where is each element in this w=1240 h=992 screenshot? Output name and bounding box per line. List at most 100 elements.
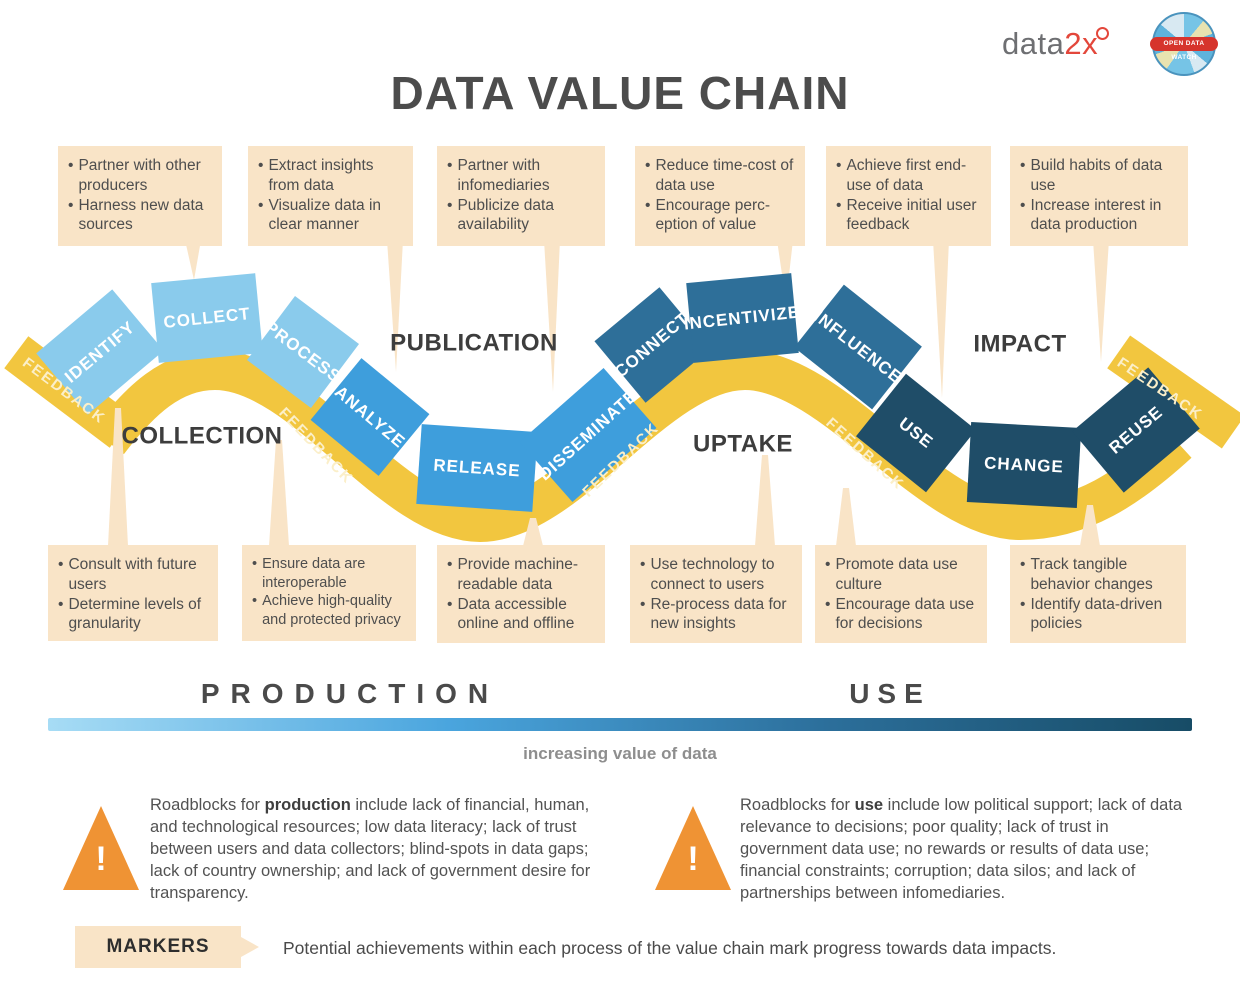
callout-bullet: Track tangible behavior changes	[1030, 556, 1153, 593]
segment-connect	[594, 287, 711, 403]
page-title: DATA VALUE CHAIN	[390, 67, 850, 119]
data2x-logo: data2x	[1002, 26, 1110, 62]
bullet-dot: •	[1020, 157, 1026, 174]
callout-bullet: Build habits of data use	[1030, 157, 1163, 194]
segment-reuse	[1072, 367, 1200, 493]
data2x-logo-gray: data	[1002, 26, 1065, 61]
connector-stem	[269, 440, 289, 546]
production-label: PRODUCTION	[200, 678, 500, 709]
bullet-dot: •	[1020, 556, 1026, 573]
callout-bullet: Encourage perc-eption of value	[655, 196, 771, 234]
warning-icon: !	[655, 806, 731, 890]
bullet-dot: •	[252, 556, 258, 572]
value-gradient-bar	[48, 718, 1192, 731]
roadblock-rest: include lack of financial, human, and te…	[150, 796, 591, 902]
callout-bullet: Publicize data availability	[457, 196, 554, 234]
callout-bullet: Use technology to connect to users	[650, 556, 775, 593]
callout-top-use: • Achieve first end-use of data • Receive …	[826, 146, 991, 246]
warning-icon: !	[63, 806, 139, 890]
bullet-dot: •	[447, 556, 453, 573]
callout-bottom-process: • Ensure data are interoperable • Achieve …	[242, 545, 416, 641]
stage-label-uptake: UPTAKE	[693, 431, 793, 458]
callout-bottom-identify: • Consult with future users • Determine le…	[48, 545, 218, 641]
segment-identify	[36, 289, 164, 415]
bullet-dot: •	[836, 196, 842, 214]
connector-stem	[933, 240, 949, 398]
callout-bullet: Ensure data are interoperable	[262, 556, 366, 591]
callout-bullet: Provide machine-readable data	[457, 556, 579, 593]
segment-influence	[794, 284, 922, 410]
segment-change	[966, 422, 1082, 508]
markers-pointer-icon	[241, 937, 259, 957]
bullet-dot: •	[1020, 196, 1026, 214]
bullet-dot: •	[258, 157, 264, 174]
bullet-dot: •	[447, 157, 453, 174]
bullet-dot: •	[640, 595, 646, 613]
callout-top-identify: • Partner with other producers • Harness n…	[58, 146, 222, 246]
connector-stem	[185, 240, 201, 280]
roadblock-bold: use	[854, 796, 884, 814]
callout-top-disseminate: • Partner with infomediaries • Publicize d…	[437, 146, 605, 246]
callout-bullet: Achieve first end-use of data	[846, 157, 967, 194]
use-label: USE	[849, 678, 931, 709]
connector-stem	[1080, 505, 1100, 546]
connector-stem	[1093, 240, 1109, 362]
callout-bullet: Promote data use culture	[835, 556, 958, 593]
bullet-dot: •	[645, 157, 651, 174]
callout-bullet: Data accessible online and offline	[457, 595, 575, 633]
bullet-dot: •	[645, 196, 651, 214]
roadblock-rest: include low political support; lack of d…	[740, 796, 1183, 902]
connector-stem	[108, 408, 128, 546]
segment-collect	[151, 273, 263, 363]
callout-bullet: Partner with other producers	[78, 157, 201, 194]
value-chain-wave: FEEDBACK FEEDBACK FEEDBACK FEEDBACK FEED…	[4, 240, 1240, 546]
exclamation-mark: !	[95, 840, 107, 878]
callout-bullet: Harness new data sources	[78, 196, 204, 234]
bullet-dot: •	[1020, 595, 1026, 613]
callout-bullet: Encourage data use for decisions	[835, 595, 975, 633]
data2x-logo-red: 2x	[1064, 26, 1099, 61]
callout-top-incentivize: • Reduce time-cost of data use • Encourage…	[635, 146, 805, 246]
callout-bullet: Consult with future users	[68, 556, 197, 593]
connector-stem	[836, 488, 856, 546]
segment-use	[856, 373, 976, 493]
segment-disseminate	[519, 367, 657, 503]
markers-description: Potential achievements within each proce…	[283, 938, 1057, 958]
callout-bullet: Re-process data for new insights	[650, 595, 787, 633]
callout-bullet: Identify data-driven policies	[1030, 595, 1163, 633]
bullet-dot: •	[252, 593, 258, 610]
bullet-dot: •	[258, 196, 264, 214]
bullet-dot: •	[68, 157, 74, 174]
bullet-dot: •	[58, 556, 64, 573]
value-axis-caption: increasing value of data	[523, 744, 717, 763]
stage-label-impact: IMPACT	[973, 331, 1066, 358]
connector-stem	[755, 455, 775, 546]
markers-label-box: MARKERS	[75, 926, 241, 968]
open-data-watch-banner: OPEN DATA WATCH	[1150, 37, 1218, 61]
callout-top-reuse: • Build habits of data use • Increase inte…	[1010, 146, 1188, 246]
stage-label-publication: PUBLICATION	[390, 330, 558, 357]
bullet-dot: •	[68, 196, 74, 214]
segment-release	[416, 424, 538, 512]
callout-bullet: Increase interest in data production	[1030, 196, 1162, 234]
callout-bullet: Receive initial user feedback	[846, 196, 977, 234]
stage-label-collection: COLLECTION	[122, 423, 283, 450]
bullet-dot: •	[58, 595, 64, 613]
connector-stem	[523, 518, 543, 546]
bullet-dot: •	[825, 556, 831, 573]
bullet-dot: •	[836, 157, 842, 174]
callout-bottom-connect: • Use technology to connect to users • Re-…	[630, 545, 802, 643]
connector-stem	[544, 240, 560, 392]
segment-analyze	[310, 358, 430, 476]
roadblock-bold: production	[264, 796, 351, 814]
connector-stem	[387, 240, 403, 372]
connector-stem	[777, 240, 793, 302]
callout-bottom-reuse: • Track tangible behavior changes • Identi…	[1010, 545, 1186, 643]
bullet-dot: •	[640, 556, 646, 573]
callout-bullet: Determine levels of granularity	[68, 595, 202, 633]
segment-label-change: CHANGE	[984, 453, 1065, 476]
segment-incentivize	[686, 273, 799, 363]
callout-bottom-use: • Promote data use culture • Encourage dat…	[815, 545, 987, 643]
exclamation-mark: !	[687, 840, 699, 878]
